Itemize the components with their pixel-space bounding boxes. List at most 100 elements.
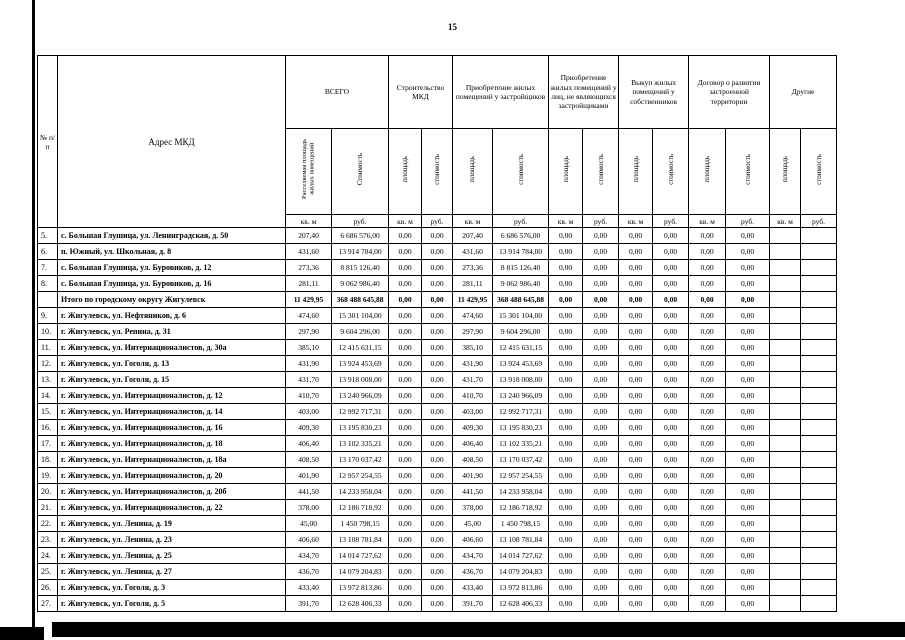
value-cell: 0,00	[548, 563, 584, 580]
value-cell: 431,90	[452, 355, 494, 372]
unit-header: руб.	[800, 214, 838, 228]
value-cell: 0,00	[388, 355, 422, 372]
value-cell: 0,00	[388, 499, 422, 516]
value-cell: 0,00	[688, 339, 727, 356]
value-cell: 13 240 966,09	[492, 387, 550, 404]
unit-header: руб.	[582, 214, 620, 228]
row-number-cell: 21.	[37, 499, 58, 516]
value-cell: 0,00	[652, 371, 690, 388]
table-row: 14. г. Жигулевск, ул. Интернационалистов,…	[37, 387, 838, 404]
value-cell: 378,00	[285, 499, 332, 516]
value-cell: 408,50	[285, 451, 332, 468]
value-cell: 273,36	[285, 259, 332, 276]
value-cell: 0,00	[388, 595, 422, 612]
group-header-2: Приобретение жилых помещений у застройщи…	[452, 55, 550, 129]
value-cell: 0,00	[725, 259, 771, 276]
value-cell	[800, 259, 838, 276]
value-cell: 0,00	[652, 355, 690, 372]
unit-header: кв. м	[618, 214, 654, 228]
table-row: 21. г. Жигулевск, ул. Интернационалистов,…	[37, 499, 838, 516]
value-cell: 0,00	[582, 339, 620, 356]
value-cell	[800, 451, 838, 468]
value-cell	[769, 275, 802, 292]
value-cell: 410,70	[285, 387, 332, 404]
value-cell	[769, 547, 802, 564]
row-number-cell: 6.	[37, 243, 58, 260]
row-number-cell: 15.	[37, 403, 58, 420]
value-cell: 0,00	[582, 515, 620, 532]
value-cell: 0,00	[652, 531, 690, 548]
value-cell: 0,00	[420, 355, 454, 372]
subcolumn-header: площадь	[688, 128, 727, 215]
table-row: 10. г. Жигулевск, ул. Репина, д. 31 297,90…	[37, 323, 838, 340]
value-cell: 12 186 718,92	[331, 499, 389, 516]
value-cell: 0,00	[420, 579, 454, 596]
subcolumn-label: площадь	[703, 156, 712, 182]
value-cell	[800, 387, 838, 404]
value-cell: 0,00	[725, 451, 771, 468]
value-cell	[800, 339, 838, 356]
value-cell: 0,00	[688, 515, 727, 532]
value-cell: 368 488 645,88	[492, 291, 550, 308]
value-cell: 0,00	[688, 355, 727, 372]
subcolumn-header: стоимость	[800, 128, 838, 215]
value-cell: 13 108 781,84	[492, 531, 550, 548]
row-number-cell: 10.	[37, 323, 58, 340]
unit-header: кв. м	[285, 214, 332, 228]
value-cell: 0,00	[725, 323, 771, 340]
value-cell: 0,00	[652, 227, 690, 244]
row-number-cell: 16.	[37, 419, 58, 436]
scan-artifact-left-line	[32, 0, 35, 640]
address-cell: г. Жигулевск, ул. Интернационалистов, д.…	[57, 419, 286, 436]
address-cell: г. Жигулевск, ул. Ленина, д. 19	[57, 515, 286, 532]
address-cell: г. Жигулевск, ул. Интернационалистов, д.…	[57, 483, 286, 500]
value-cell: 0,00	[582, 355, 620, 372]
value-cell: 0,00	[652, 579, 690, 596]
subcolumn-header: стоимость	[492, 128, 550, 215]
value-cell	[800, 419, 838, 436]
value-cell: 0,00	[420, 467, 454, 484]
value-cell: 431,70	[452, 371, 494, 388]
scan-artifact-bottom-strip	[52, 622, 905, 637]
value-cell	[769, 243, 802, 260]
value-cell: 0,00	[652, 563, 690, 580]
unit-header: кв. м	[548, 214, 584, 228]
value-cell: 0,00	[582, 291, 620, 308]
address-cell: с. Большая Глушица, ул. Буровиков, д. 16	[57, 275, 286, 292]
value-cell: 0,00	[725, 547, 771, 564]
row-number-cell: 17.	[37, 435, 58, 452]
table-row: 27. г. Жигулевск, ул. Гоголя, д. 5 391,70 1…	[37, 595, 838, 612]
value-cell: 403,00	[452, 403, 494, 420]
subcolumn-label: площадь	[781, 156, 790, 182]
subcolumn-header: стоимость	[725, 128, 771, 215]
address-cell: г. Жигулевск, ул. Интернационалистов, д.…	[57, 339, 286, 356]
value-cell: 0,00	[388, 259, 422, 276]
table-row: 15. г. Жигулевск, ул. Интернационалистов,…	[37, 403, 838, 420]
address-cell: г. Жигулевск, ул. Интернационалистов, д.…	[57, 499, 286, 516]
value-cell: 12 957 254,55	[331, 467, 389, 484]
value-cell: 0,00	[548, 531, 584, 548]
value-cell: 13 240 966,09	[331, 387, 389, 404]
subcolumn-label: Стоимость	[355, 152, 364, 186]
header-row-units: кв. м руб. кв. м руб. кв. м руб. кв. м руб. кв. …	[38, 214, 838, 228]
value-cell: 433,40	[285, 579, 332, 596]
value-cell	[800, 403, 838, 420]
value-cell: 13 914 784,00	[331, 243, 389, 260]
value-cell	[800, 595, 838, 612]
value-cell: 0,00	[688, 595, 727, 612]
value-cell: 0,00	[420, 483, 454, 500]
value-cell: 0,00	[652, 275, 690, 292]
value-cell	[769, 467, 802, 484]
value-cell: 401,90	[452, 467, 494, 484]
value-cell: 0,00	[618, 291, 654, 308]
value-cell	[800, 547, 838, 564]
value-cell	[769, 403, 802, 420]
value-cell: 0,00	[388, 435, 422, 452]
value-cell: 0,00	[725, 435, 771, 452]
value-cell	[769, 307, 802, 324]
value-cell: 431,70	[285, 371, 332, 388]
value-cell: 0,00	[548, 515, 584, 532]
value-cell: 0,00	[548, 547, 584, 564]
value-cell: 14 014 727,62	[331, 547, 389, 564]
value-cell: 434,70	[285, 547, 332, 564]
